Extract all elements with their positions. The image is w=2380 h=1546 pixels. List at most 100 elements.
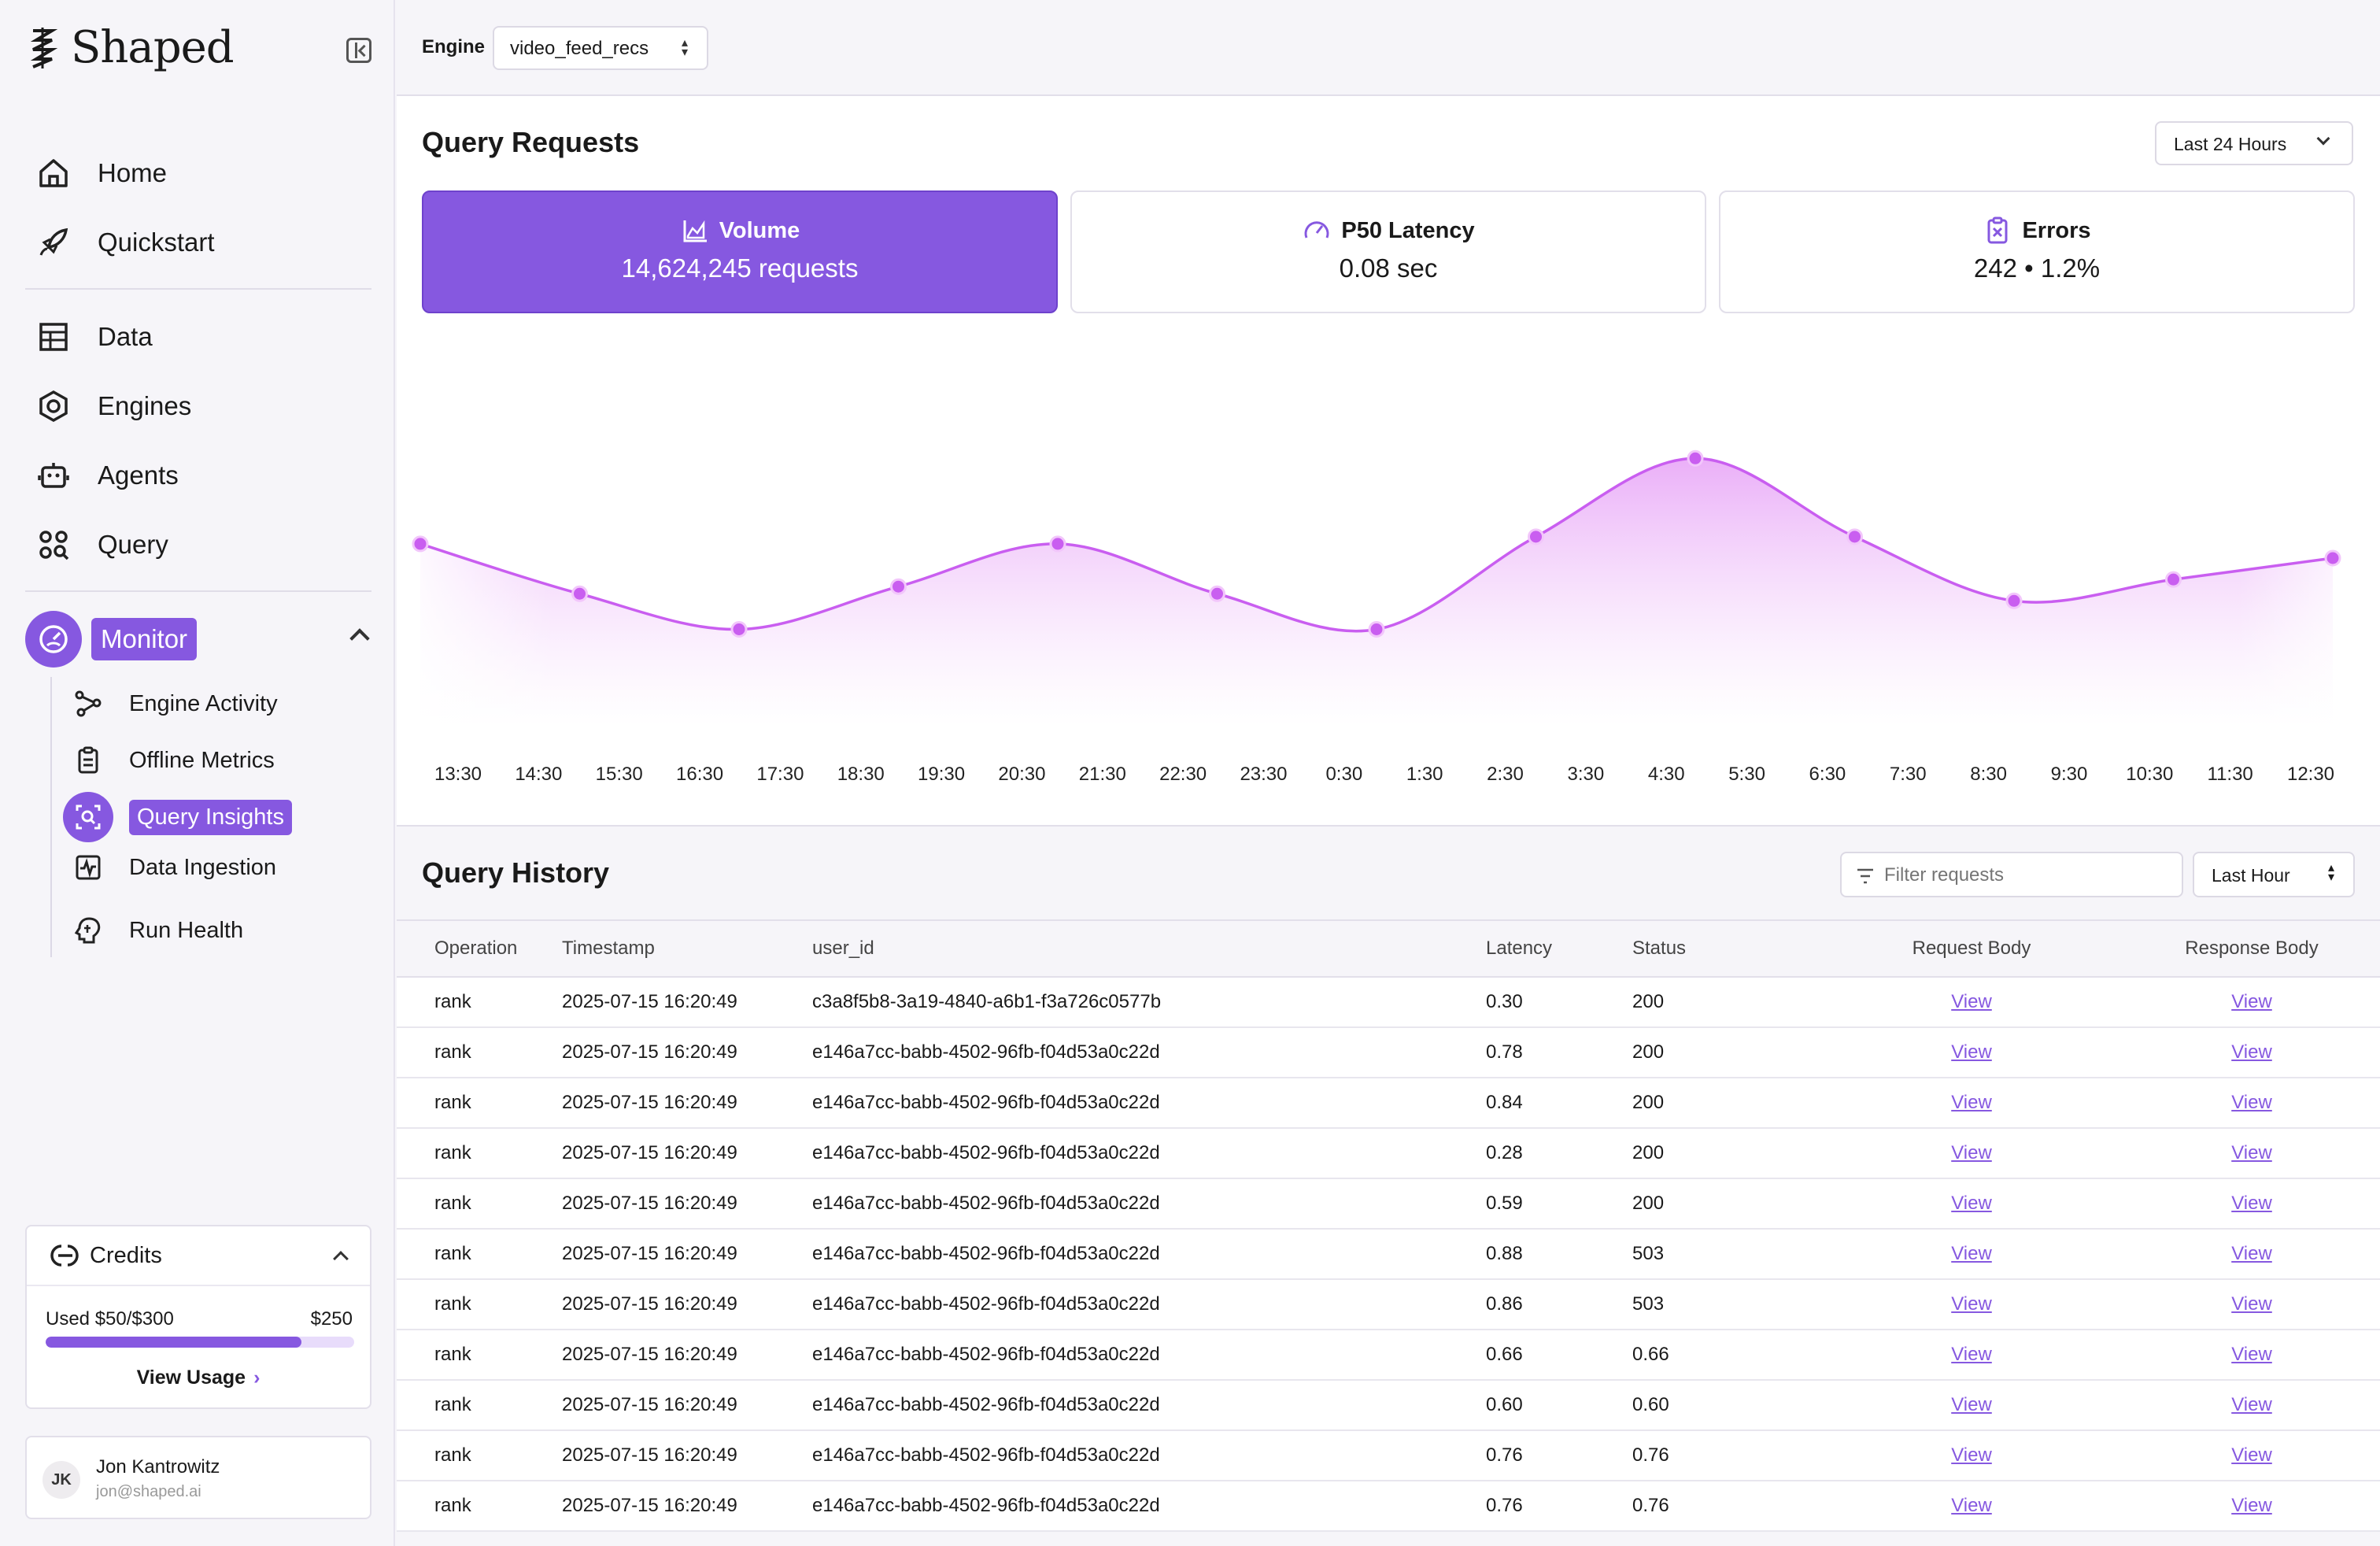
timestamp-cell: 2025-07-15 16:20:49 [562,1481,812,1532]
data-point[interactable] [2324,549,2341,567]
table-header-row: Operation Timestamp user_id Latency Stat… [397,919,2380,978]
nav-quickstart[interactable]: Quickstart [35,224,215,261]
metric-card-errors[interactable]: Errors 242 • 1.2% [1719,190,2355,313]
nav-home[interactable]: Home [35,154,167,192]
view-response-link[interactable]: View [2231,1344,2272,1365]
request-body-cell: View [1820,1078,2123,1129]
view-response-link[interactable]: View [2231,1495,2272,1516]
view-request-link[interactable]: View [1951,1344,1992,1365]
nav-run-health[interactable]: Run Health [71,913,243,948]
collapse-sidebar-icon[interactable] [346,38,371,63]
view-request-link[interactable]: View [1951,1495,1992,1516]
user-card[interactable]: JK Jon Kantrowitz jon@shaped.ai [25,1436,371,1519]
nav-monitor[interactable]: Monitor [25,611,198,668]
view-response-link[interactable]: View [2231,1444,2272,1466]
nav-home-label: Home [98,158,168,187]
table-row[interactable]: rank 2025-07-15 16:20:49 e146a7cc-babb-450… [397,1380,2380,1431]
operation-cell: rank [397,1380,562,1431]
table-row[interactable]: rank 2025-07-15 16:20:49 e146a7cc-babb-450… [397,1229,2380,1280]
status-cell: 0.60 [1632,1380,1820,1431]
engine-select[interactable]: video_feed_recs ▴ ▾ [493,26,708,70]
nav-engines-label: Engines [98,391,192,420]
column-header[interactable]: Response Body [2123,919,2380,978]
nav-query[interactable]: Query [35,526,168,564]
column-header[interactable]: user_id [812,919,1486,978]
credits-header[interactable]: Credits [27,1226,370,1286]
data-point[interactable] [1687,449,1704,467]
response-body-cell: View [2123,1380,2380,1431]
view-request-link[interactable]: View [1951,1243,1992,1264]
credits-card: Credits Used $50/$300 $250 View Usage › [25,1225,371,1409]
nav-query-insights[interactable]: Query Insights [63,792,292,842]
view-usage-link[interactable]: View Usage › [27,1367,370,1389]
data-point[interactable] [730,621,748,638]
filter-requests-input[interactable] [1884,864,2168,886]
data-point[interactable] [571,585,588,602]
search-scan-icon [63,792,113,842]
view-response-link[interactable]: View [2231,1092,2272,1113]
request-body-cell: View [1820,1027,2123,1078]
user-id-cell: e146a7cc-babb-4502-96fb-f04d53a0c22d [812,1178,1486,1230]
data-point[interactable] [1368,621,1385,638]
table-row[interactable]: rank 2025-07-15 16:20:49 e146a7cc-babb-450… [397,1078,2380,1129]
metric-card-latency[interactable]: P50 Latency 0.08 sec [1070,190,1706,313]
view-request-link[interactable]: View [1951,1092,1992,1113]
time-range-select[interactable]: Last 24 Hours [2155,121,2353,165]
nav-engine-activity-label: Engine Activity [129,690,278,716]
data-point[interactable] [890,578,907,595]
data-point[interactable] [412,535,429,553]
view-response-link[interactable]: View [2231,1041,2272,1063]
x-tick-label: 19:30 [918,764,966,785]
view-response-link[interactable]: View [2231,1243,2272,1264]
nav-offline-metrics[interactable]: Offline Metrics [71,743,275,778]
view-response-link[interactable]: View [2231,1193,2272,1214]
logo[interactable]: Shaped [25,22,235,73]
nav-data-ingestion[interactable]: Data Ingestion [71,850,276,885]
table-row[interactable]: rank 2025-07-15 16:20:49 e146a7cc-babb-450… [397,1178,2380,1230]
view-response-link[interactable]: View [2231,1293,2272,1315]
data-point[interactable] [2005,592,2023,609]
data-point[interactable] [1049,535,1066,553]
view-request-link[interactable]: View [1951,1142,1992,1163]
filter-requests-field[interactable] [1840,852,2183,897]
table-row[interactable]: rank 2025-07-15 16:20:49 e146a7cc-babb-450… [397,1330,2380,1381]
metric-card-volume[interactable]: Volume 14,624,245 requests [422,190,1058,313]
view-request-link[interactable]: View [1951,1444,1992,1466]
nav-engines[interactable]: Engines [35,387,191,425]
data-point[interactable] [1528,528,1544,546]
view-request-link[interactable]: View [1951,1293,1992,1315]
volume-area-chart [397,356,2380,734]
column-header[interactable]: Request Body [1820,919,2123,978]
table-row[interactable]: rank 2025-07-15 16:20:49 c3a8f5b8-3a19-484… [397,977,2380,1028]
table-row[interactable]: rank 2025-07-15 16:20:49 e146a7cc-babb-450… [397,1430,2380,1481]
status-cell: 200 [1632,1027,1820,1078]
column-header[interactable]: Operation [397,919,562,978]
history-range-select[interactable]: Last Hour ▴ ▾ [2193,852,2355,897]
nav-agents[interactable]: Agents [35,457,179,494]
chevron-up-icon[interactable] [349,628,370,649]
metric-volume-value: 14,624,245 requests [621,253,859,283]
x-tick-label: 4:30 [1647,764,1685,785]
table-row[interactable]: rank 2025-07-15 16:20:49 e146a7cc-babb-450… [397,1279,2380,1330]
table-row[interactable]: rank 2025-07-15 16:20:49 e146a7cc-babb-450… [397,1027,2380,1078]
column-header[interactable]: Timestamp [562,919,812,978]
view-response-link[interactable]: View [2231,1394,2272,1415]
data-point[interactable] [1846,528,1863,546]
view-response-link[interactable]: View [2231,1142,2272,1163]
table-row[interactable]: rank 2025-07-15 16:20:49 e146a7cc-babb-450… [397,1481,2380,1532]
view-request-link[interactable]: View [1951,991,1992,1012]
query-requests-title: Query Requests [422,126,640,158]
response-body-cell: View [2123,1481,2380,1532]
nav-data[interactable]: Data [35,318,153,356]
view-request-link[interactable]: View [1951,1193,1992,1214]
view-response-link[interactable]: View [2231,991,2272,1012]
column-header[interactable]: Status [1632,919,1820,978]
column-header[interactable]: Latency [1486,919,1632,978]
data-point[interactable] [2165,571,2182,588]
nav-engine-activity[interactable]: Engine Activity [71,686,278,721]
data-point[interactable] [1209,585,1225,602]
table-row[interactable]: rank 2025-07-15 16:20:49 e146a7cc-babb-450… [397,1128,2380,1179]
view-request-link[interactable]: View [1951,1394,1992,1415]
view-request-link[interactable]: View [1951,1041,1992,1063]
response-body-cell: View [2123,1027,2380,1078]
